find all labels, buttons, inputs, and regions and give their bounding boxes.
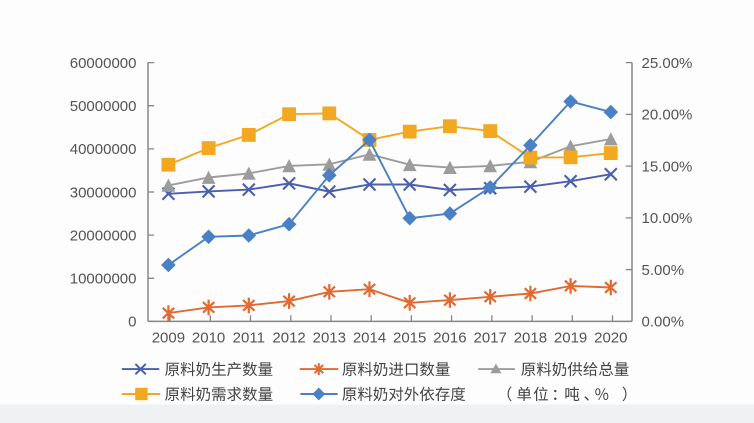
svg-text:0: 0	[128, 314, 136, 331]
svg-text:15.00%: 15.00%	[642, 158, 693, 175]
svg-text:2018: 2018	[514, 330, 547, 347]
svg-text:2017: 2017	[474, 330, 507, 347]
svg-text:2013: 2013	[313, 330, 346, 347]
svg-text:2014: 2014	[353, 330, 386, 347]
svg-text:2010: 2010	[192, 330, 225, 347]
svg-text:50000000: 50000000	[70, 98, 137, 115]
svg-text:2011: 2011	[233, 330, 265, 347]
svg-text:10000000: 10000000	[70, 271, 137, 288]
svg-text:2016: 2016	[433, 330, 466, 347]
svg-text:20000000: 20000000	[70, 227, 137, 244]
svg-text:2012: 2012	[272, 330, 305, 347]
svg-text:2019: 2019	[554, 330, 587, 347]
svg-text:0.00%: 0.00%	[642, 314, 685, 331]
svg-text:20.00%: 20.00%	[642, 107, 693, 124]
svg-text:5.00%: 5.00%	[642, 262, 685, 279]
svg-text:2020: 2020	[594, 330, 627, 347]
svg-text:25.00%: 25.00%	[642, 55, 693, 72]
svg-text:10.00%: 10.00%	[642, 210, 693, 227]
svg-text:40000000: 40000000	[70, 141, 137, 158]
svg-text:60000000: 60000000	[70, 55, 137, 72]
svg-text:2009: 2009	[152, 330, 185, 347]
svg-text:30000000: 30000000	[70, 184, 137, 201]
svg-text:2015: 2015	[393, 330, 426, 347]
